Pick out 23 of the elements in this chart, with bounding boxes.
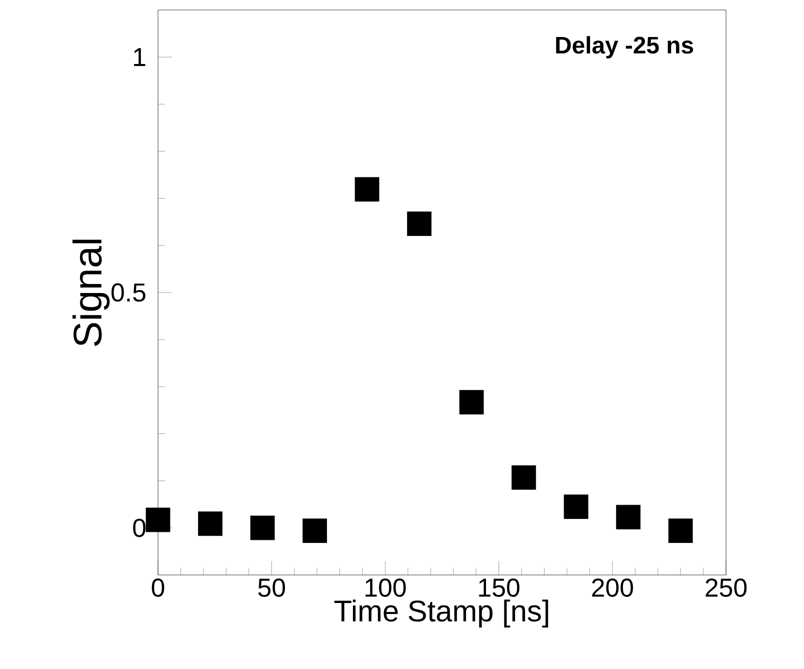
point: [250, 516, 275, 540]
point: [407, 212, 432, 236]
y-tick-label: 1: [134, 48, 146, 66]
x-tick-label: 100: [366, 578, 406, 597]
point: [146, 508, 170, 532]
y-axis-title: Signal: [72, 240, 110, 346]
point: [459, 390, 484, 414]
point: [198, 511, 222, 536]
point: [564, 494, 588, 519]
y-tick-label: 0.5: [111, 283, 146, 302]
y-tick-label: 0: [133, 518, 146, 538]
x-tick-label: 150: [479, 578, 520, 597]
point: [512, 465, 536, 490]
x-tick-label: 0: [152, 578, 164, 597]
point: [668, 518, 693, 543]
annotation: Delay -25 ns: [556, 36, 694, 58]
point: [302, 518, 327, 543]
x-tick-label: 200: [592, 578, 633, 597]
x-axis-title: Time Stamp [ns]: [334, 600, 548, 628]
point: [616, 504, 641, 530]
x-tick-label: 250: [706, 578, 747, 597]
point: [354, 177, 380, 202]
x-tick-label: 50: [258, 578, 285, 597]
